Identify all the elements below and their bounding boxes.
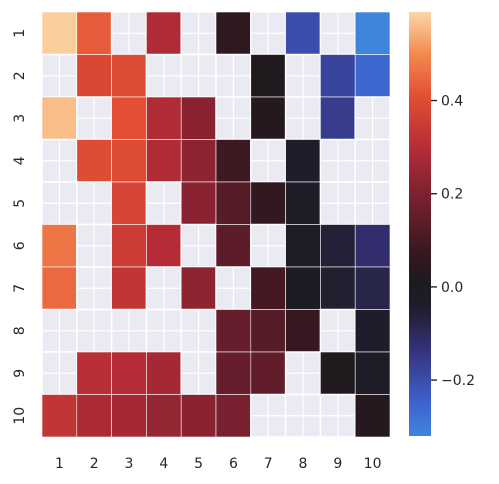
heatmap-cell xyxy=(111,96,147,140)
colorbar-ticks: 0.4 0.2 0.0 −0.2 xyxy=(431,94,475,389)
y-tick-label: 4 xyxy=(12,156,28,165)
heatmap-cell xyxy=(320,224,356,268)
y-tick-label: 2 xyxy=(12,71,28,80)
heatmap-cell xyxy=(250,54,286,98)
heatmap-cell xyxy=(320,266,356,310)
heatmap-cell xyxy=(354,351,391,395)
heatmap-cell xyxy=(76,54,112,98)
y-axis-ticks: 1 2 3 4 5 6 7 8 9 10 xyxy=(12,29,28,425)
heatmap-cell xyxy=(146,139,182,183)
heatmap-cell xyxy=(320,351,356,395)
heatmap-cell xyxy=(180,394,217,438)
heatmap-cell xyxy=(320,54,356,98)
heatmap-cell xyxy=(285,266,321,310)
x-tick-label: 2 xyxy=(90,456,99,472)
heatmap-cell xyxy=(111,224,147,268)
heatmap-cell xyxy=(111,181,147,225)
y-tick-label: 10 xyxy=(12,407,28,425)
heatmap-cell xyxy=(41,11,78,55)
heatmap-cell xyxy=(76,351,112,395)
heatmap-cell xyxy=(146,11,182,55)
colorbar-tick-label: 0.4 xyxy=(441,94,463,110)
heatmap-cell xyxy=(111,54,147,98)
heatmap-cell xyxy=(146,351,182,395)
y-tick-label: 5 xyxy=(12,199,28,208)
colorbar-tick-label: −0.2 xyxy=(441,373,475,389)
heatmap-cell xyxy=(180,139,217,183)
colorbar-tick-label: 0.0 xyxy=(441,280,463,296)
heatmap-cell xyxy=(180,181,217,225)
heatmap-cell xyxy=(215,351,252,395)
x-tick-label: 1 xyxy=(55,456,64,472)
heatmap-cell xyxy=(354,266,391,310)
heatmap-cell xyxy=(250,181,286,225)
heatmap-cell xyxy=(285,224,321,268)
y-tick-label: 6 xyxy=(12,241,28,250)
y-tick-label: 7 xyxy=(12,284,28,293)
x-tick-label: 8 xyxy=(299,456,308,472)
heatmap-cell xyxy=(111,394,147,438)
heatmap-cell xyxy=(285,139,321,183)
heatmap-cell xyxy=(285,309,321,353)
colorbar-tick-label: 0.2 xyxy=(441,187,463,203)
heatmap-cell xyxy=(354,11,391,55)
x-tick-label: 6 xyxy=(229,456,238,472)
colorbar xyxy=(409,12,431,436)
heatmap-cell xyxy=(180,96,217,140)
y-tick-label: 9 xyxy=(12,369,28,378)
heatmap-cell xyxy=(215,139,252,183)
heatmap-cell xyxy=(111,266,147,310)
heatmap-cell xyxy=(41,266,78,310)
y-tick-label: 8 xyxy=(12,326,28,335)
heatmap-cell xyxy=(250,309,286,353)
heatmap-cell xyxy=(215,309,252,353)
x-tick-label: 10 xyxy=(364,456,382,472)
heatmap-cell xyxy=(76,11,112,55)
heatmap-cell xyxy=(146,96,182,140)
heatmap-cell xyxy=(215,394,252,438)
heatmap-cell xyxy=(354,394,391,438)
y-tick-label: 3 xyxy=(12,114,28,123)
heatmap-cell xyxy=(215,11,252,55)
heatmap-cell xyxy=(250,266,286,310)
heatmap-cell xyxy=(41,96,78,140)
heatmap-cell xyxy=(250,351,286,395)
x-tick-label: 7 xyxy=(264,456,273,472)
x-tick-label: 9 xyxy=(333,456,342,472)
heatmap-cells xyxy=(41,11,391,438)
heatmap-cell xyxy=(111,351,147,395)
heatmap-cell xyxy=(250,96,286,140)
heatmap-cell xyxy=(285,11,321,55)
x-axis-ticks: 1 2 3 4 5 6 7 8 9 10 xyxy=(55,456,382,472)
x-tick-label: 4 xyxy=(159,456,168,472)
heatmap-cell xyxy=(146,394,182,438)
heatmap-cell xyxy=(354,224,391,268)
heatmap-cell xyxy=(41,224,78,268)
heatmap-cell xyxy=(111,139,147,183)
x-tick-label: 5 xyxy=(194,456,203,472)
heatmap-cell xyxy=(354,309,391,353)
y-tick-label: 1 xyxy=(12,29,28,38)
x-tick-label: 3 xyxy=(125,456,134,472)
heatmap-cell xyxy=(76,394,112,438)
heatmap-cell xyxy=(215,224,252,268)
heatmap-cell xyxy=(215,181,252,225)
heatmap-cell xyxy=(146,224,182,268)
heatmap-cell xyxy=(41,394,78,438)
heatmap-cell xyxy=(320,96,356,140)
heatmap-cell xyxy=(285,181,321,225)
heatmap-cell xyxy=(76,139,112,183)
heatmap-cell xyxy=(180,266,217,310)
heatmap-cell xyxy=(354,54,391,98)
